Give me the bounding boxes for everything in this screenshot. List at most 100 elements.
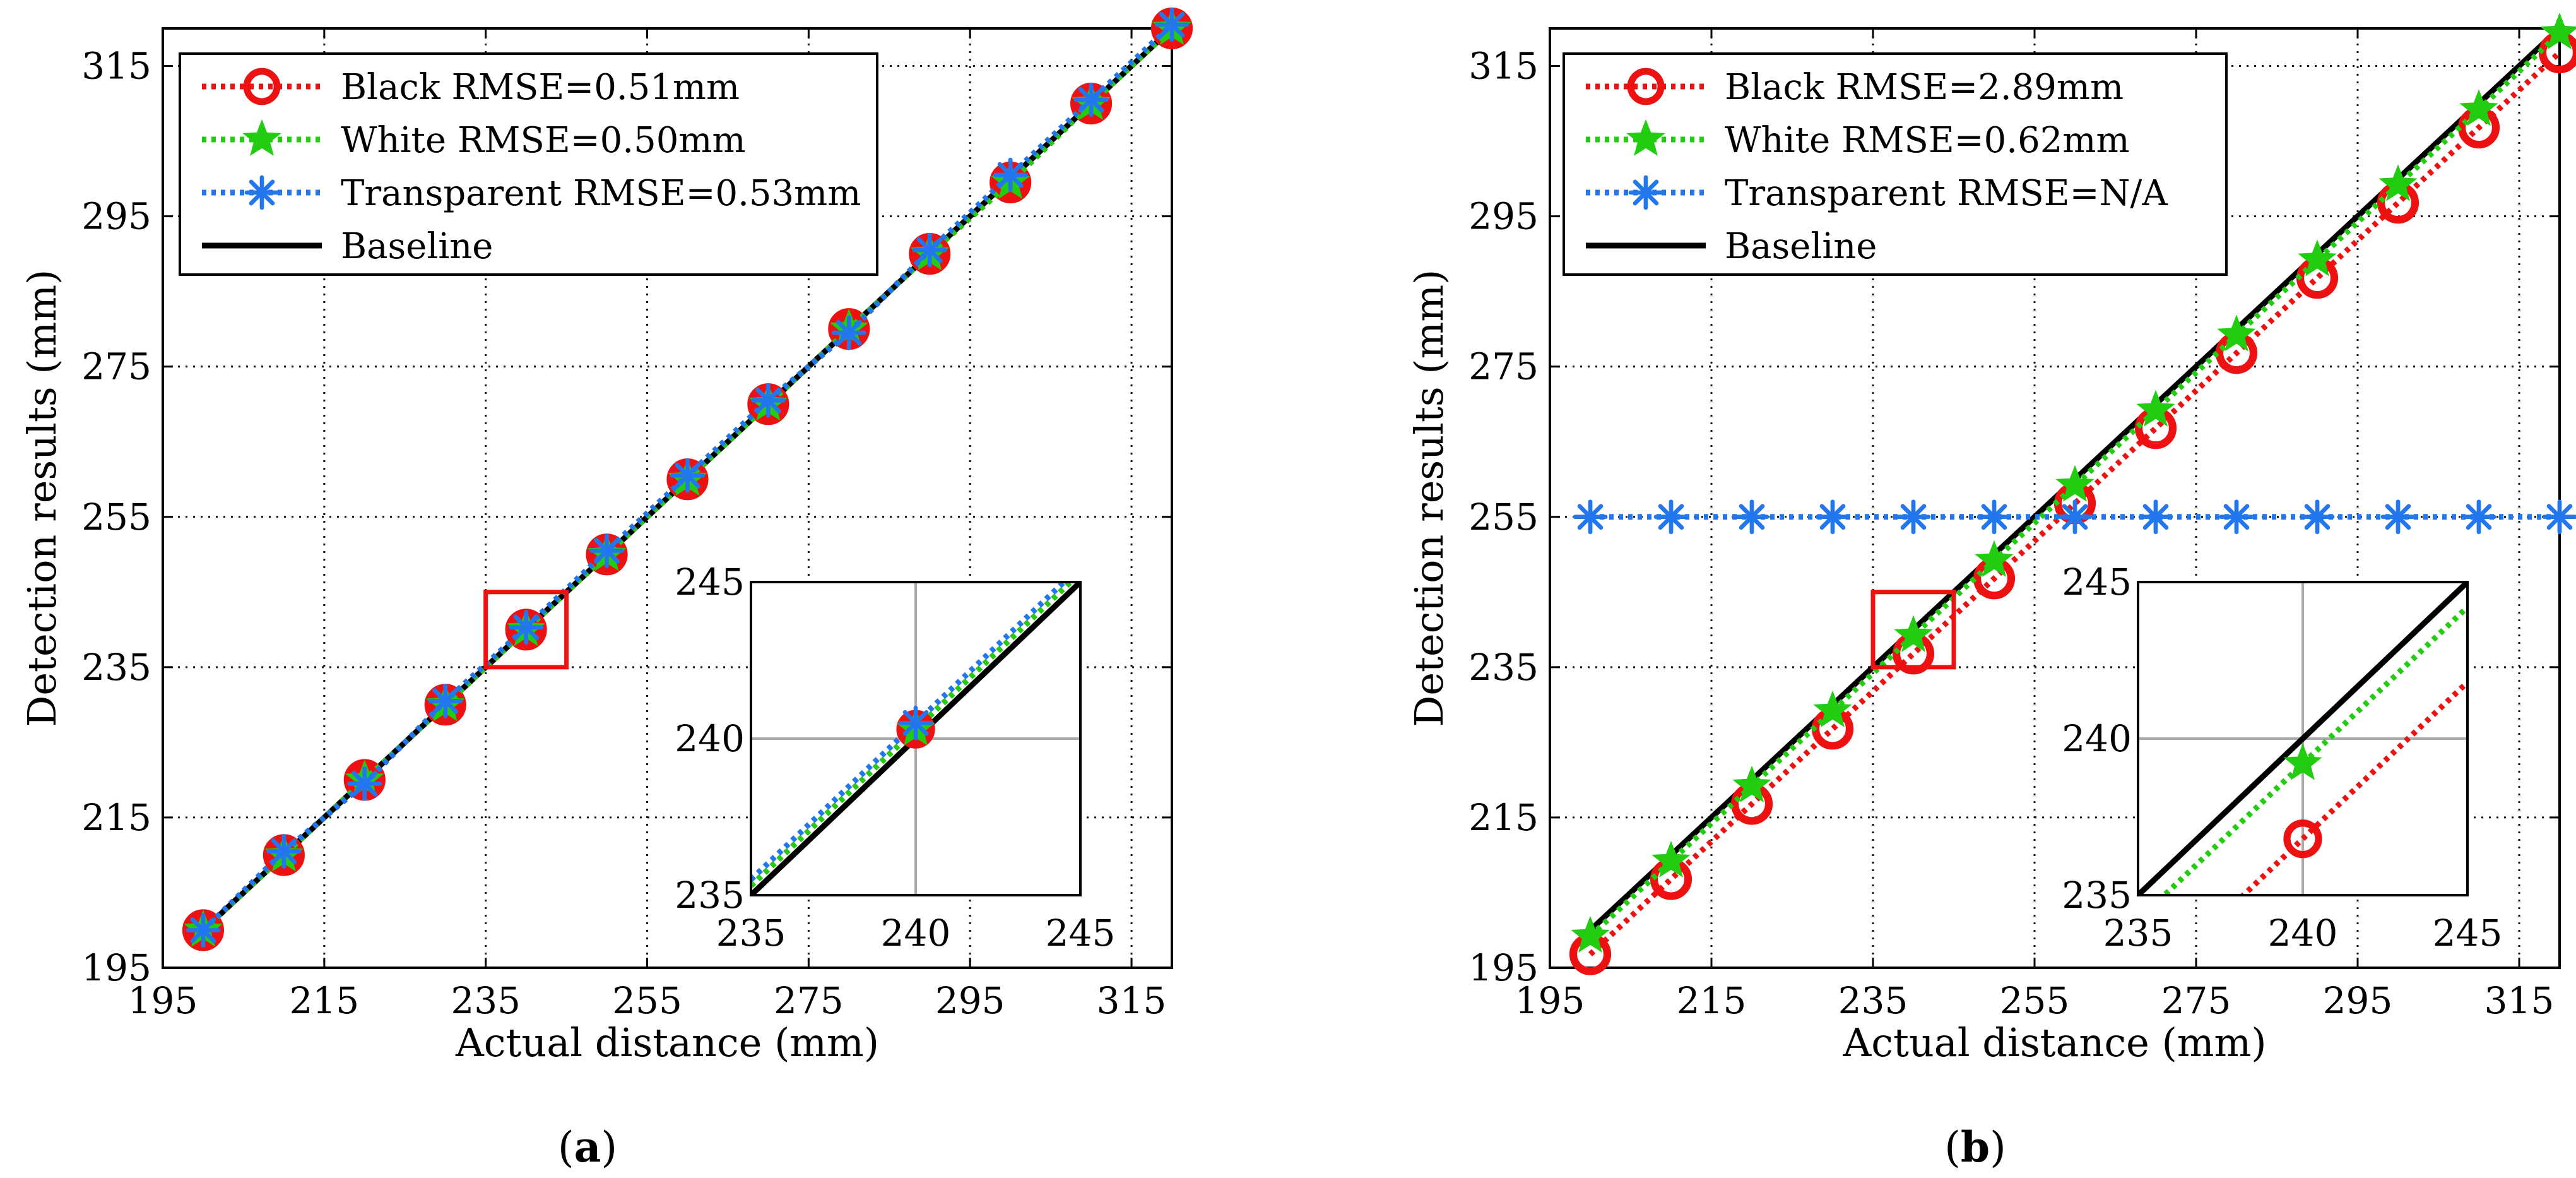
series-white: [1571, 12, 2576, 953]
x-tick-label: 295: [935, 979, 1005, 1022]
legend-marker: [1627, 68, 1665, 105]
asterisk-stroke: [916, 237, 943, 263]
inset-y-tick-label: 245: [2062, 561, 2132, 604]
x-axis-label: Actual distance (mm): [1842, 1020, 2266, 1066]
inset-point: [898, 705, 933, 741]
legend: Black RMSE=0.51mm White RMSE=0.50mm Transp…: [179, 52, 878, 276]
asterisk-stroke: [2466, 504, 2492, 530]
y-tick-label: 275: [81, 345, 151, 388]
y-tick-label: 275: [1468, 345, 1539, 388]
data-point: [1571, 915, 1610, 953]
legend-marker: [244, 175, 280, 210]
plot-frame: [162, 27, 1173, 969]
y-tick-label: 295: [1468, 195, 1539, 238]
y-tick-label: 235: [1468, 646, 1539, 689]
x-tick-label: 255: [612, 979, 682, 1022]
data-point: [1154, 7, 1190, 42]
data-point: [347, 766, 382, 801]
asterisk-stroke: [902, 710, 929, 736]
asterisk-stroke: [836, 319, 862, 346]
asterisk-stroke: [594, 537, 620, 564]
asterisk-stroke: [1739, 504, 1765, 530]
y-axis-label: Detection results (mm): [19, 270, 65, 727]
data-point: [2300, 499, 2335, 535]
x-axis-label: Actual distance (mm): [455, 1020, 879, 1066]
data-point: [831, 315, 866, 350]
data-point: [509, 610, 544, 645]
data-point: [1653, 499, 1689, 535]
asterisk-stroke: [2304, 504, 2331, 530]
y-tick-label: 295: [81, 195, 151, 238]
caption-letter: a: [574, 1122, 601, 1172]
series-transparent: [1573, 499, 2576, 535]
inset-x-tick-label: 245: [1046, 912, 1116, 955]
asterisk-stroke: [513, 614, 539, 641]
highlight-box: [1870, 590, 1956, 670]
inset-x-tick-label: 240: [2268, 912, 2338, 955]
legend-label: White RMSE=0.50mm: [341, 120, 746, 161]
inset-series-line: [2239, 680, 2467, 895]
asterisk-stroke: [675, 462, 700, 489]
inset-chart: 235 240 245 235 240 245: [675, 561, 1115, 955]
y-tick-label: 195: [1468, 946, 1539, 989]
asterisk-stroke: [2223, 504, 2250, 530]
asterisk-stroke: [755, 387, 781, 413]
data-point: [1815, 499, 1850, 535]
subfigure-caption: (a): [558, 1122, 617, 1172]
inset-point: [2283, 819, 2322, 859]
legend-marker: [242, 119, 281, 157]
inset-x-tick-label: 235: [716, 912, 786, 955]
data-point: [912, 232, 947, 268]
y-axis-label: Detection results (mm): [1406, 270, 1452, 727]
inset-series-line: [2138, 582, 2467, 895]
legend-label: White RMSE=0.62mm: [1725, 120, 2130, 161]
y-tick-label: 215: [1468, 796, 1539, 839]
legend-label: Transparent RMSE=0.53mm: [341, 173, 861, 214]
x-tick-label: 195: [1515, 979, 1585, 1022]
data-point: [1073, 82, 1109, 117]
y-tick-label: 215: [81, 796, 151, 839]
asterisk-stroke: [1159, 11, 1185, 38]
asterisk-stroke: [2385, 504, 2411, 530]
subfigure-caption: (b): [1944, 1122, 2006, 1172]
asterisk-stroke: [2142, 504, 2169, 530]
x-tick-label: 215: [289, 979, 359, 1022]
series-line: [1588, 50, 2562, 956]
data-point: [2217, 314, 2256, 352]
inset-frame: [2137, 581, 2469, 896]
legend-label: Baseline: [341, 226, 493, 267]
data-point: [186, 913, 221, 948]
caption-paren: ): [1990, 1123, 2006, 1172]
legend-box: [1563, 52, 2228, 276]
asterisk-stroke: [1577, 504, 1604, 530]
x-tick-label: 235: [451, 979, 521, 1022]
x-tick-label: 255: [2000, 979, 2070, 1022]
inset-x-tick-label: 235: [2103, 912, 2173, 955]
y-tick-label: 195: [81, 946, 151, 989]
caption-paren: (: [1944, 1123, 1961, 1172]
caption-paren: (: [558, 1123, 574, 1172]
asterisk-stroke: [249, 179, 275, 206]
x-tick-label: 315: [2484, 979, 2555, 1022]
y-tick-label: 255: [81, 496, 151, 538]
caption-letter: b: [1961, 1122, 1990, 1172]
asterisk-stroke: [190, 917, 216, 943]
inset-x-tick-label: 240: [881, 912, 951, 955]
inset-x-tick-label: 245: [2433, 912, 2503, 955]
inset-point: [2283, 743, 2322, 780]
data-point: [1976, 499, 2012, 535]
chart-a: 195 215 235 255 275 295 315 195 215 235 255 275 295 3…: [19, 7, 1193, 1172]
x-tick-label: 275: [774, 979, 844, 1022]
data-point: [2055, 465, 2094, 502]
legend-label: Black RMSE=2.89mm: [1725, 67, 2124, 108]
asterisk-stroke: [432, 688, 459, 714]
x-tick-label: 295: [2323, 979, 2393, 1022]
data-point: [751, 383, 786, 418]
asterisk-stroke: [1819, 504, 1846, 530]
data-point: [670, 458, 705, 493]
asterisk-stroke: [997, 162, 1024, 188]
inset-y-tick-label: 235: [2062, 874, 2132, 917]
data-point: [2378, 164, 2418, 201]
data-point: [1734, 499, 1770, 535]
